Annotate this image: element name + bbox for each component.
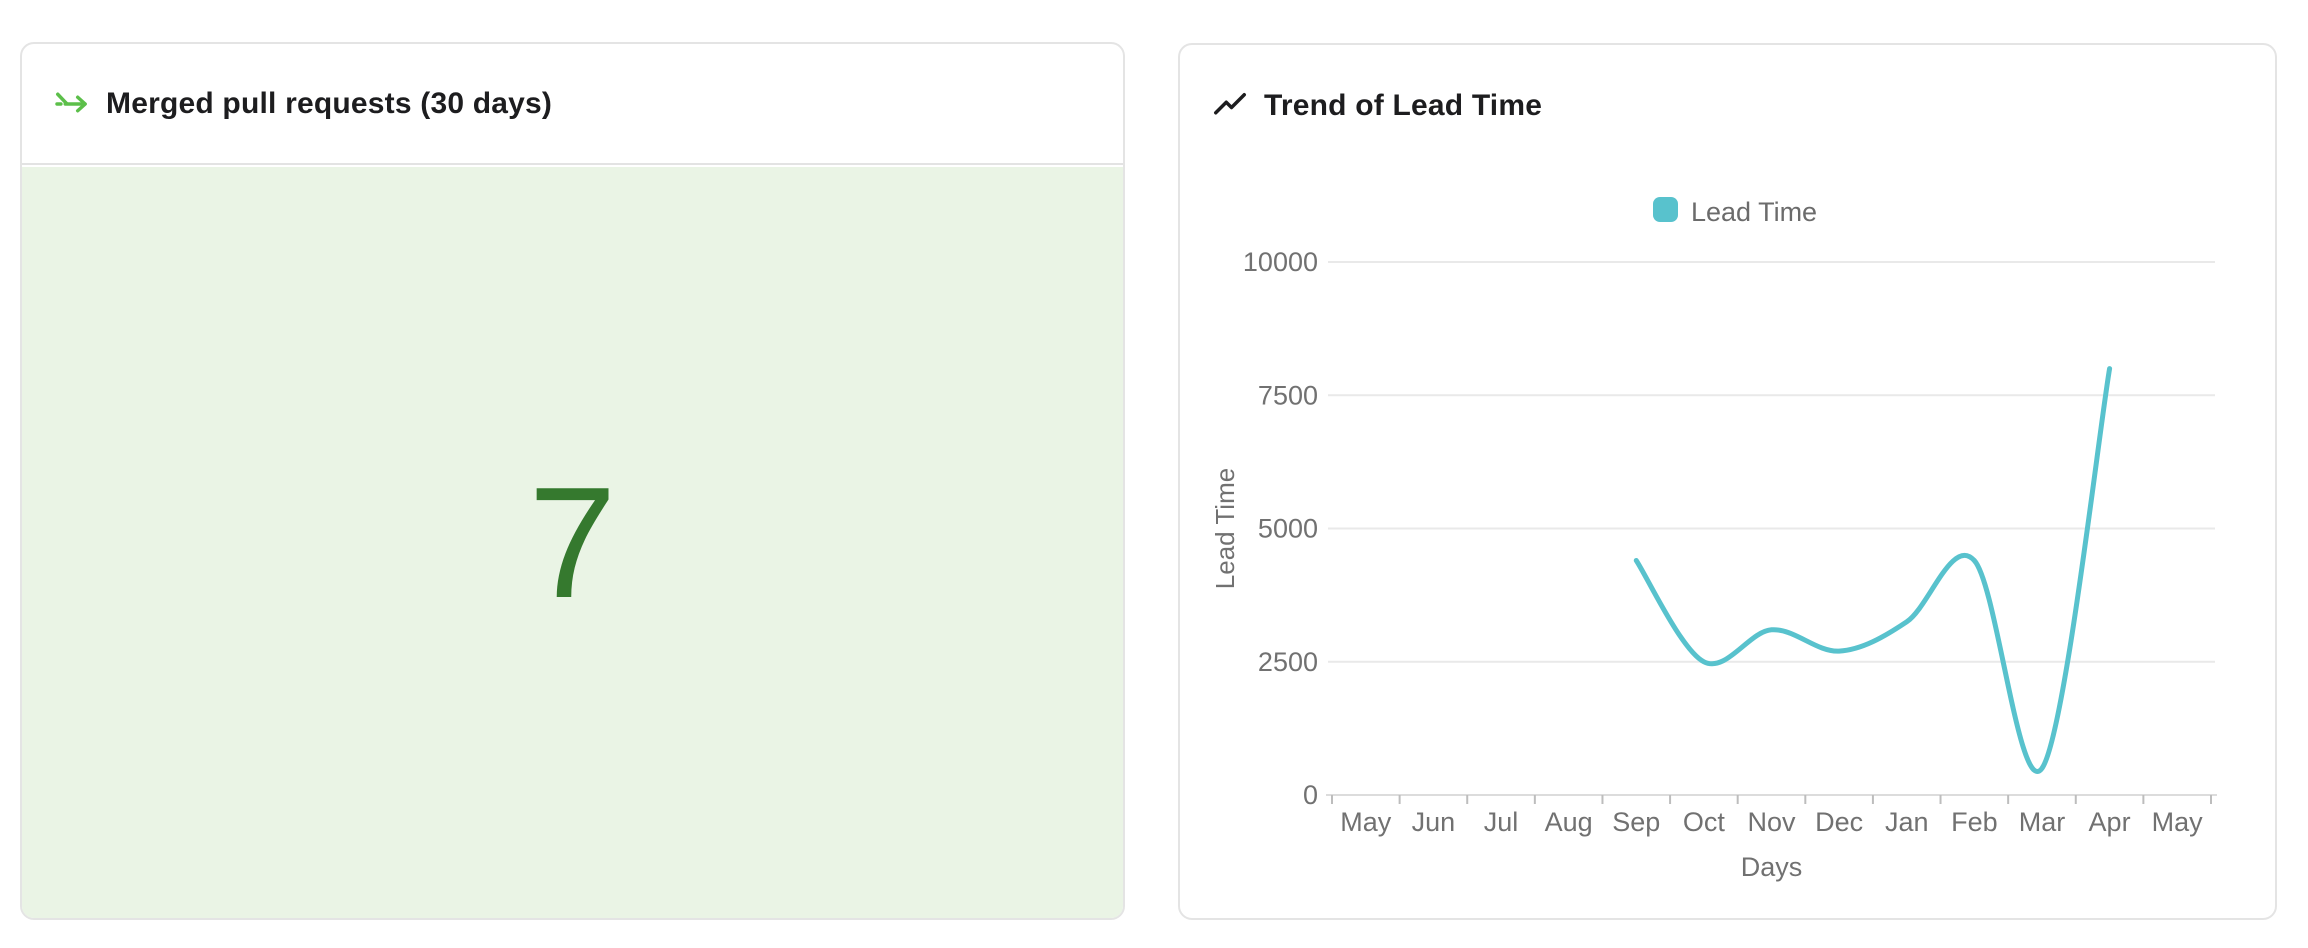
y-tick-label: 5000 [1258, 514, 1318, 544]
merge-arrow-icon [55, 92, 87, 112]
merged-pull-requests-card: Merged pull requests (30 days) 7 [20, 42, 1125, 920]
x-axis-title: Days [1741, 852, 1803, 882]
x-tick-label: Jul [1484, 807, 1519, 837]
y-axis-title: Lead Time [1210, 468, 1240, 589]
x-tick-label: Feb [1951, 807, 1998, 837]
x-tick-label: Jun [1412, 807, 1456, 837]
x-tick-label: Sep [1612, 807, 1660, 837]
x-tick-label: Apr [2089, 807, 2131, 837]
merged-pull-requests-header: Merged pull requests (30 days) [22, 44, 1123, 165]
merged-pull-requests-body: 7 [22, 167, 1123, 918]
x-tick-label: Mar [2019, 807, 2066, 837]
lead-time-trend-card: 0 2500 5000 7500 10000 May Jun Jul Aug Sep Oct Nov D… [1178, 43, 2277, 920]
y-tick-label: 10000 [1243, 247, 1318, 277]
x-tick-label: May [2152, 807, 2204, 837]
x-tick-label: Jan [1885, 807, 1929, 837]
lead-time-series-line [1633, 366, 2113, 774]
legend-label: Lead Time [1691, 197, 1817, 227]
y-tick-label: 0 [1303, 780, 1318, 810]
legend-item-lead-time[interactable]: Lead Time [1653, 197, 1817, 227]
lead-time-chart-canvas[interactable]: 0 2500 5000 7500 10000 May Jun Jul Aug Sep Oct Nov D… [1180, 45, 2275, 918]
legend-swatch [1653, 197, 1678, 222]
merged-pull-requests-value: 7 [528, 454, 617, 631]
lead-time-trend-title: Trend of Lead Time [1264, 88, 1543, 122]
lead-time-trend-header: Trend of Lead Time [1180, 45, 2275, 166]
x-tick-label: Nov [1747, 807, 1796, 837]
merged-pull-requests-title: Merged pull requests (30 days) [106, 86, 553, 120]
x-tick-label: May [1340, 807, 1392, 837]
x-tick-label: Dec [1815, 807, 1863, 837]
y-tick-label: 2500 [1258, 647, 1318, 677]
x-tick-label: Aug [1545, 807, 1593, 837]
x-tick-label: Oct [1683, 807, 1726, 837]
y-tick-label: 7500 [1258, 380, 1318, 410]
trend-up-icon [1214, 92, 1246, 114]
